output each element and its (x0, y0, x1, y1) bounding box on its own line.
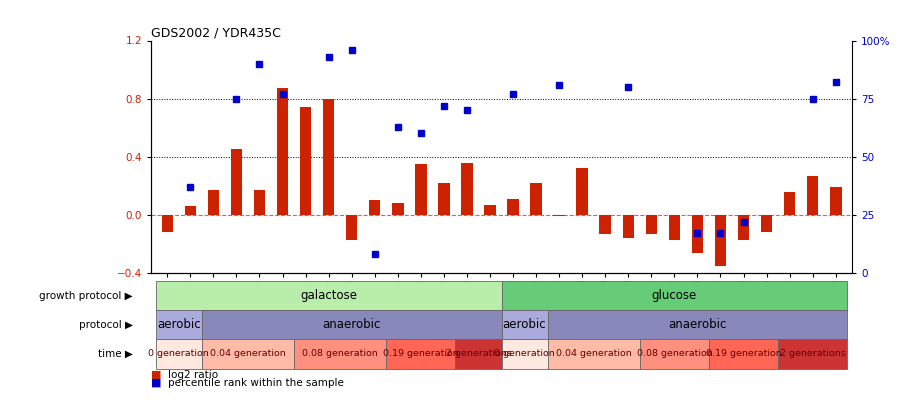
Text: growth protocol ▶: growth protocol ▶ (39, 291, 133, 301)
Bar (208, 190, 219, 215)
Text: 0.19 generation: 0.19 generation (383, 350, 459, 358)
Text: 0.19 generation: 0.19 generation (705, 350, 781, 358)
Bar (346, 215, 357, 239)
Text: anaerobic: anaerobic (322, 318, 381, 331)
Bar (784, 192, 795, 215)
Bar (485, 205, 496, 215)
Bar (369, 200, 380, 215)
Bar (778, 339, 847, 369)
Bar (156, 339, 202, 369)
Text: 0.08 generation: 0.08 generation (637, 350, 713, 358)
Bar (737, 215, 749, 239)
Bar (322, 99, 334, 215)
Bar (387, 339, 455, 369)
Bar (548, 339, 639, 369)
Bar (692, 215, 703, 253)
Bar (807, 176, 819, 215)
Text: 0 generation: 0 generation (495, 350, 555, 358)
Text: percentile rank within the sample: percentile rank within the sample (168, 378, 344, 388)
Bar (415, 164, 427, 215)
Bar (761, 215, 772, 232)
Bar (502, 281, 847, 310)
Text: ■: ■ (151, 378, 161, 388)
Bar (392, 203, 404, 215)
Bar (639, 339, 709, 369)
Bar (623, 215, 634, 238)
Bar (461, 162, 473, 215)
Text: 0.04 generation: 0.04 generation (210, 350, 286, 358)
Bar (161, 215, 173, 232)
Text: GDS2002 / YDR435C: GDS2002 / YDR435C (151, 26, 281, 39)
Bar (438, 183, 450, 215)
Bar (277, 88, 289, 215)
Text: 2 generations: 2 generations (780, 350, 845, 358)
Bar (548, 310, 847, 339)
Bar (202, 310, 502, 339)
Text: galactose: galactose (300, 289, 357, 302)
Bar (599, 215, 611, 234)
Bar (231, 149, 242, 215)
Bar (502, 339, 548, 369)
Text: aerobic: aerobic (503, 318, 546, 331)
Text: 2 generations: 2 generations (445, 350, 511, 358)
Bar (202, 339, 294, 369)
Bar (714, 215, 726, 266)
Bar (502, 310, 548, 339)
Text: 0.04 generation: 0.04 generation (556, 350, 632, 358)
Bar (156, 281, 502, 310)
Bar (576, 168, 588, 215)
Text: aerobic: aerobic (157, 318, 201, 331)
Bar (709, 339, 778, 369)
Text: time ▶: time ▶ (98, 349, 133, 359)
Bar (553, 215, 565, 216)
Bar (300, 107, 311, 215)
Text: 0.08 generation: 0.08 generation (302, 350, 378, 358)
Bar (455, 339, 502, 369)
Bar (669, 215, 681, 239)
Text: 0 generation: 0 generation (148, 350, 209, 358)
Bar (507, 199, 518, 215)
Text: log2 ratio: log2 ratio (168, 370, 218, 380)
Text: protocol ▶: protocol ▶ (79, 320, 133, 330)
Bar (156, 310, 202, 339)
Text: glucose: glucose (652, 289, 697, 302)
Bar (184, 206, 196, 215)
Text: anaerobic: anaerobic (669, 318, 726, 331)
Bar (830, 187, 842, 215)
Bar (646, 215, 657, 234)
Bar (254, 190, 266, 215)
Bar (294, 339, 387, 369)
Bar (530, 183, 542, 215)
Text: ■: ■ (151, 370, 161, 380)
